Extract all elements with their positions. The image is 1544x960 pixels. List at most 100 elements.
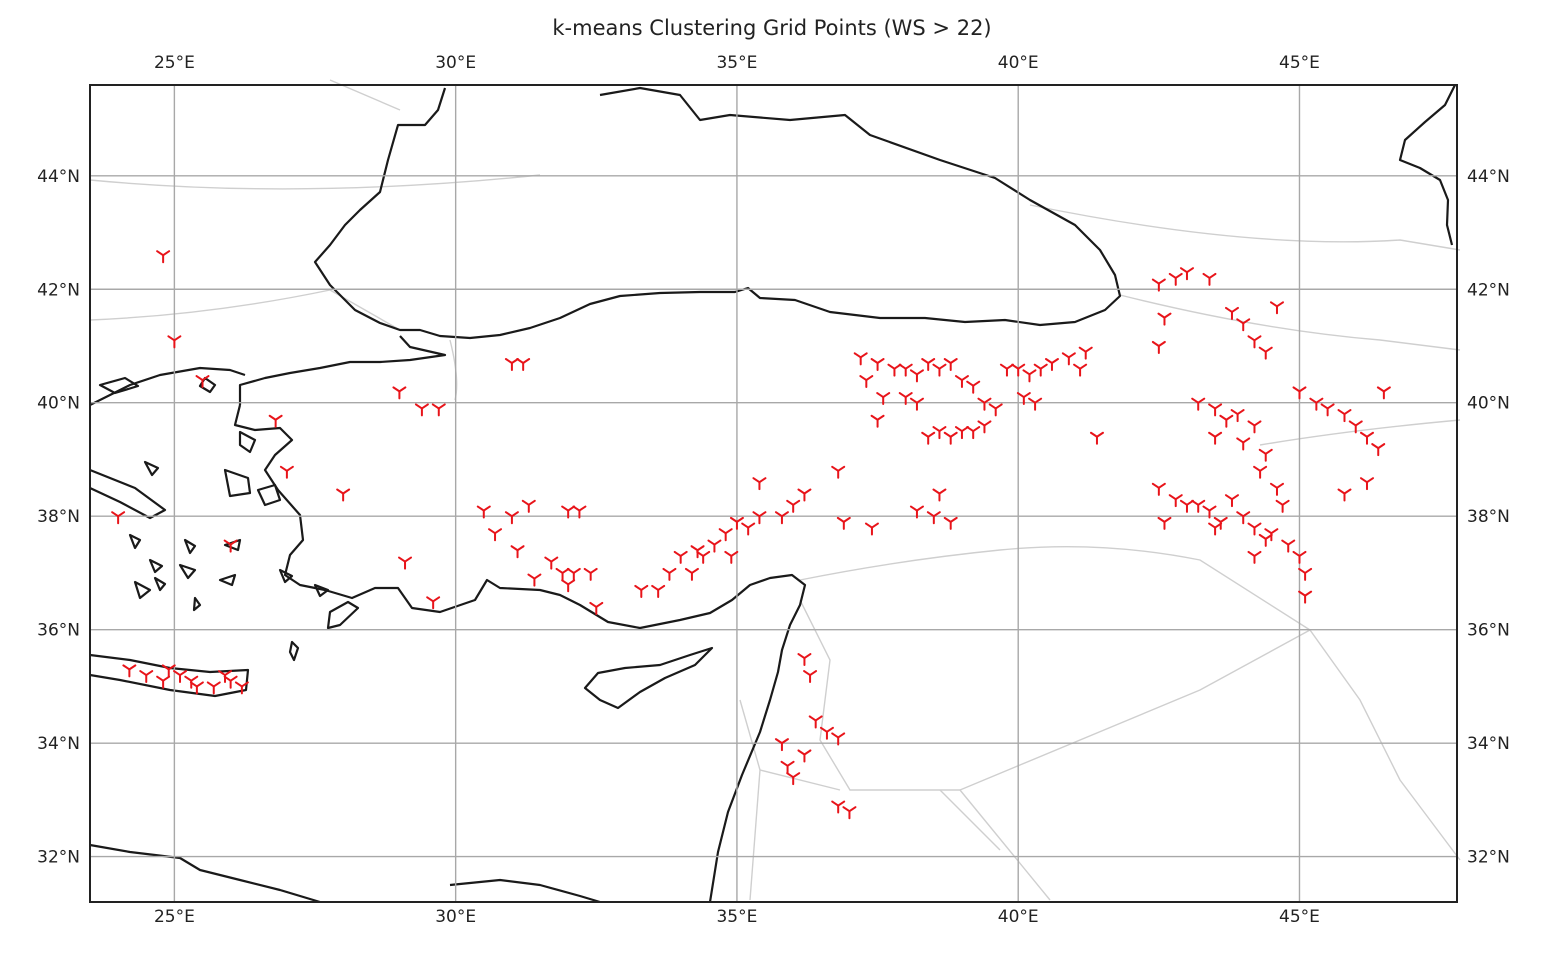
cluster-point-marker	[1157, 312, 1172, 326]
lon-tick-label: 25°E	[154, 907, 195, 927]
cluster-point-marker	[1016, 392, 1031, 406]
cluster-point-marker	[909, 505, 924, 519]
lat-tick-label: 32°N	[1467, 848, 1510, 868]
cluster-point-marker	[1236, 318, 1251, 332]
cluster-point-marker	[1247, 522, 1262, 536]
cluster-point-marker	[1292, 386, 1307, 400]
cluster-point-marker	[1337, 409, 1352, 423]
cluster-point-marker	[954, 375, 969, 389]
lon-tick-label: 35°E	[716, 907, 757, 927]
cluster-point-marker	[510, 545, 525, 559]
lon-tick-label: 45°E	[1279, 53, 1320, 73]
cluster-point-marker	[932, 426, 947, 440]
cluster-point-marker	[1224, 306, 1239, 320]
cluster-point-marker	[336, 488, 351, 502]
cluster-point-marker	[1028, 397, 1043, 411]
cluster-point-marker	[943, 358, 958, 372]
cluster-point-marker	[161, 664, 176, 678]
cluster-point-marker	[223, 539, 238, 553]
cluster-point-marker	[831, 465, 846, 479]
cluster-point-marker	[684, 567, 699, 581]
cluster-point-marker	[870, 358, 885, 372]
cluster-point-marker	[1258, 448, 1273, 462]
cluster-point-marker	[566, 567, 581, 581]
map-frame	[89, 84, 1458, 903]
lat-tick-label: 44°N	[37, 167, 80, 187]
cluster-point-marker	[870, 414, 885, 428]
cluster-point-marker	[853, 352, 868, 366]
cluster-point-marker	[173, 670, 188, 684]
cluster-point-marker	[1157, 516, 1172, 530]
cluster-point-marker	[673, 550, 688, 564]
lon-tick-label: 40°E	[998, 907, 1039, 927]
cluster-point-marker	[544, 556, 559, 570]
cluster-point-marker	[1247, 335, 1262, 349]
cluster-point-marker	[583, 567, 598, 581]
cluster-point-marker	[836, 516, 851, 530]
lon-tick-label: 45°E	[1279, 907, 1320, 927]
cluster-point-marker	[589, 601, 604, 615]
cluster-point-marker	[561, 579, 576, 593]
cluster-point-marker	[223, 675, 238, 689]
cluster-point-marker	[1253, 465, 1268, 479]
cluster-point-marker	[909, 369, 924, 383]
cluster-point-marker	[521, 499, 536, 513]
cluster-point-marker	[1230, 409, 1245, 423]
cluster-point-marker	[887, 363, 902, 377]
cluster-point-marker	[392, 386, 407, 400]
cluster-point-marker	[943, 431, 958, 445]
cluster-point-marker	[431, 403, 446, 417]
cluster-point-marker	[189, 681, 204, 695]
cluster-point-marker	[1191, 397, 1206, 411]
cluster-point-marker	[488, 528, 503, 542]
cluster-point-marker	[966, 426, 981, 440]
cluster-point-marker	[555, 567, 570, 581]
cluster-point-marker	[797, 653, 812, 667]
cluster-point-marker	[1281, 539, 1296, 553]
cluster-point-marker	[156, 675, 171, 689]
cluster-point-marker	[842, 806, 857, 820]
cluster-point-marker	[414, 403, 429, 417]
cluster-point-marker	[1371, 443, 1386, 457]
cluster-point-marker	[1208, 522, 1223, 536]
cluster-point-marker	[572, 505, 587, 519]
cluster-point-marker	[504, 511, 519, 525]
cluster-point-marker	[819, 726, 834, 740]
cluster-point-marker	[1179, 267, 1194, 281]
cluster-point-marker	[206, 681, 221, 695]
cluster-point-marker	[1219, 414, 1234, 428]
cluster-point-marker	[1033, 363, 1048, 377]
cluster-point-marker	[954, 426, 969, 440]
cluster-point-marker	[831, 800, 846, 814]
cluster-point-marker	[803, 670, 818, 684]
cluster-point-marker	[122, 664, 137, 678]
cluster-point-marker	[1247, 550, 1262, 564]
cluster-point-marker	[476, 505, 491, 519]
cluster-point-marker	[1151, 340, 1166, 354]
cluster-point-marker	[786, 772, 801, 786]
cluster-point-marker	[729, 516, 744, 530]
coastlines	[89, 84, 1456, 904]
cluster-point-marker	[1202, 505, 1217, 519]
lat-tick-label: 40°N	[1467, 394, 1510, 414]
cluster-point-marker	[696, 550, 711, 564]
cluster-point-marker	[1359, 431, 1374, 445]
cluster-point-marker	[184, 675, 199, 689]
lat-tick-label: 32°N	[37, 848, 80, 868]
cluster-point-marker	[977, 397, 992, 411]
cluster-point-marker	[1224, 494, 1239, 508]
cluster-point-marker	[909, 397, 924, 411]
cluster-point-marker	[1179, 499, 1194, 513]
cluster-point-marker	[741, 522, 756, 536]
cluster-point-marker	[1236, 511, 1251, 525]
cluster-point-marker	[1320, 403, 1335, 417]
cluster-point-marker	[1269, 482, 1284, 496]
cluster-point-marker	[898, 392, 913, 406]
cluster-point-marker	[780, 760, 795, 774]
cluster-point-marker	[926, 511, 941, 525]
lat-tick-label: 36°N	[37, 621, 80, 641]
cluster-point-marker	[1011, 363, 1026, 377]
tick-labels: 25°E 25°E 30°E 30°E 35°E 35°E 40°E 40°E 45°E 45°E…	[37, 53, 1510, 927]
cluster-point-marker	[1247, 420, 1262, 434]
